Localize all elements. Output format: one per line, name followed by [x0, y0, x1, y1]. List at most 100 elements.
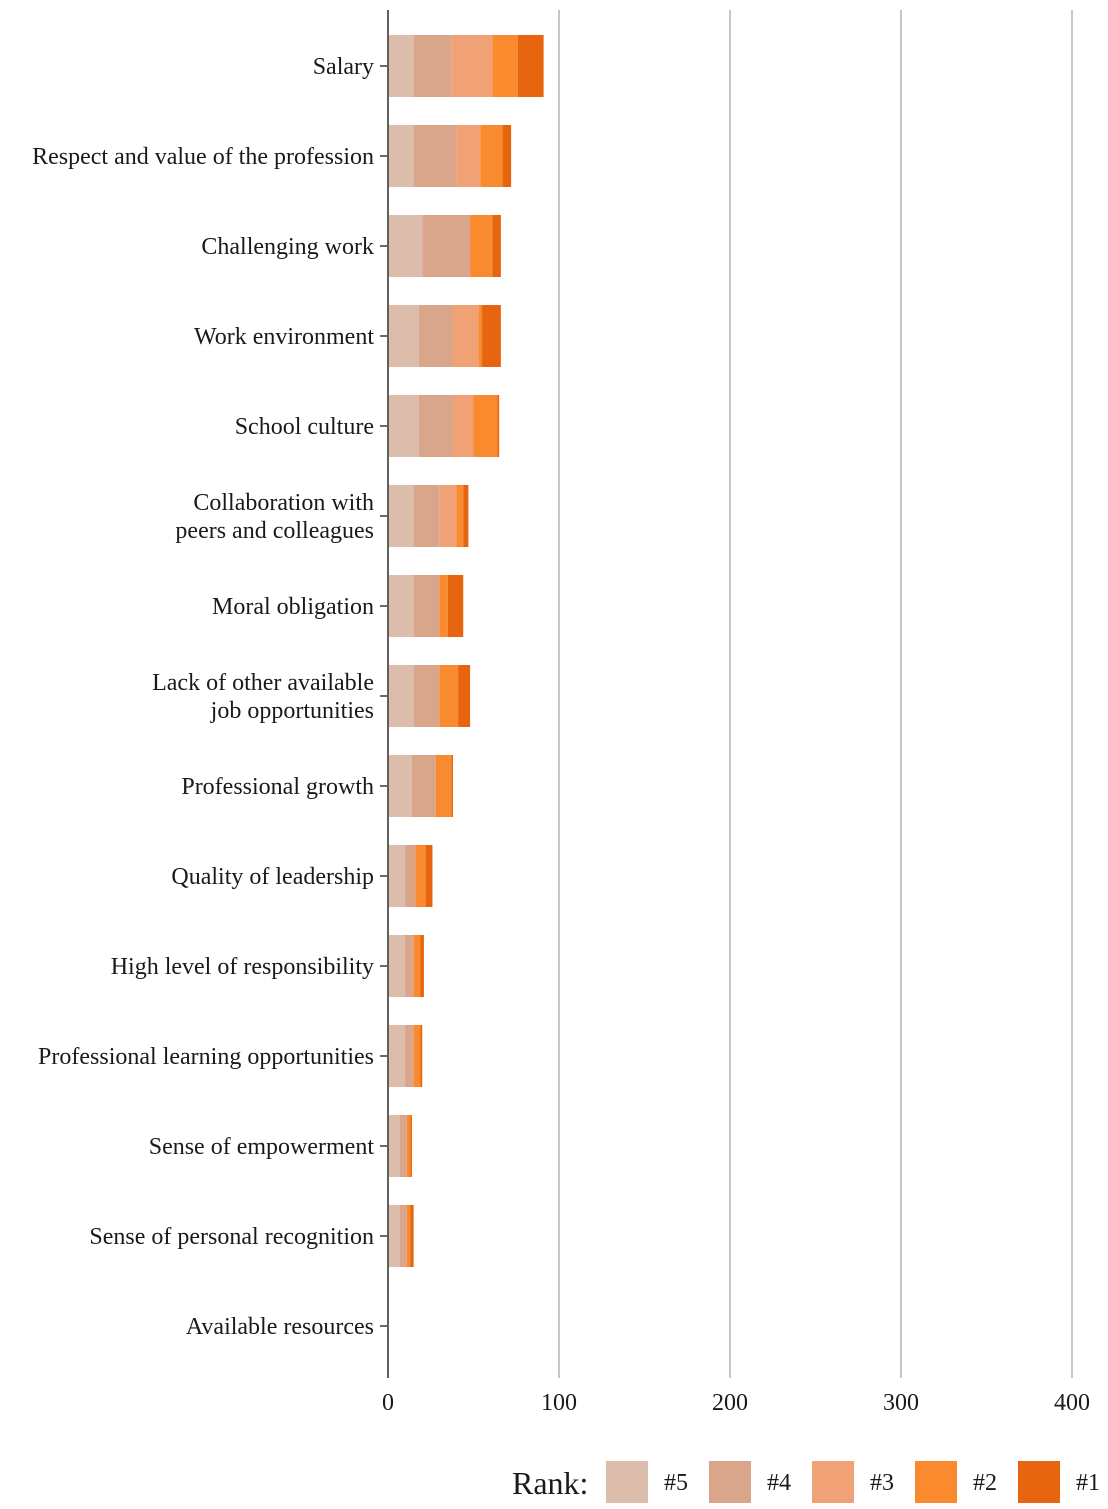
- bar-segment-rank-5: [388, 395, 419, 457]
- bar-segment-rank-1: [458, 665, 471, 727]
- category-label-line: peers and colleagues: [175, 518, 374, 544]
- bar-segment-rank-3: [439, 485, 457, 547]
- category-label: High level of responsibility: [111, 954, 374, 980]
- category-label: Work environment: [194, 324, 374, 350]
- x-tick-label: 200: [712, 1390, 748, 1416]
- bar-segment-rank-1: [502, 125, 512, 187]
- bar-segment-rank-5: [388, 485, 414, 547]
- category-label: Collaboration with peers and colleagues: [175, 490, 374, 544]
- legend: Rank: #5 #4 #3 #2 #1: [512, 1461, 1100, 1503]
- bar-segment-rank-2: [406, 1115, 411, 1177]
- category-label-line: job opportunities: [210, 698, 374, 724]
- bar-segment-rank-5: [388, 305, 419, 367]
- category-label: Moral obligation: [212, 594, 374, 620]
- bar-segment-rank-5: [388, 35, 414, 97]
- bar-segment-rank-4: [422, 215, 471, 277]
- bar-segment-rank-4: [405, 1025, 414, 1087]
- bar-segment-rank-2: [473, 395, 498, 457]
- legend-swatch: [812, 1461, 854, 1503]
- bar-segment-rank-2: [435, 755, 452, 817]
- category-label: Available resources: [186, 1314, 374, 1340]
- category-label: Professional growth: [181, 774, 374, 800]
- bar-segment-rank-2: [439, 575, 448, 637]
- bar-segment-rank-1: [420, 1025, 423, 1087]
- bar-segment-rank-4: [399, 1205, 407, 1267]
- category-label: Respect and value of the profession: [32, 144, 374, 170]
- category-label: Professional learning opportunities: [38, 1044, 374, 1070]
- legend-label: #3: [870, 1470, 894, 1496]
- bar-segment-rank-4: [413, 35, 452, 97]
- category-label-line: Lack of other available: [152, 670, 374, 696]
- bar-segment-rank-2: [456, 485, 464, 547]
- bar-segment-rank-2: [470, 215, 493, 277]
- category-label: Salary: [313, 54, 374, 80]
- bar-segment-rank-4: [405, 935, 414, 997]
- category-label: Sense of personal recognition: [89, 1224, 374, 1250]
- legend-label: #1: [1076, 1470, 1100, 1496]
- category-label: Challenging work: [201, 234, 374, 260]
- bar-segment-rank-5: [388, 1025, 406, 1087]
- bar-segment-rank-1: [451, 755, 453, 817]
- bar-segment-rank-3: [451, 35, 493, 97]
- bar-segment-rank-3: [456, 125, 481, 187]
- bar-segment-rank-1: [482, 305, 501, 367]
- bar-segment-rank-3: [452, 305, 479, 367]
- bar-segment-rank-5: [388, 845, 406, 907]
- bar-segment-rank-1: [420, 935, 424, 997]
- bar-segment-rank-2: [413, 935, 421, 997]
- bar-segment-rank-1: [425, 845, 433, 907]
- bar-segment-rank-1: [447, 575, 464, 637]
- bar-segment-rank-4: [413, 665, 440, 727]
- x-tick-label: 300: [883, 1390, 919, 1416]
- bar-segment-rank-5: [388, 935, 406, 997]
- bar-segment-rank-1: [410, 1205, 414, 1267]
- bar-segment-rank-5: [388, 1205, 400, 1267]
- bar-segment-rank-1: [497, 395, 500, 457]
- bar-segment-rank-2: [415, 845, 426, 907]
- bar-segment-rank-3: [452, 395, 474, 457]
- bar-segment-rank-4: [413, 485, 440, 547]
- bar-segment-rank-4: [405, 845, 416, 907]
- bar-segment-rank-4: [413, 125, 457, 187]
- category-label: Quality of leadership: [171, 864, 374, 890]
- category-label: Lack of other available job opportunities: [152, 670, 374, 724]
- bar-segment-rank-2: [478, 305, 483, 367]
- bar-segment-rank-1: [463, 485, 469, 547]
- category-label: School culture: [235, 414, 374, 440]
- bar-segment-rank-1: [492, 215, 501, 277]
- x-tick-label: 400: [1054, 1390, 1090, 1416]
- legend-label: #4: [767, 1470, 791, 1496]
- category-label: Sense of empowerment: [149, 1134, 375, 1160]
- bar-segment-rank-5: [388, 665, 414, 727]
- bar-layer: [388, 35, 544, 1267]
- bar-segment-rank-4: [411, 755, 436, 817]
- bar-segment-rank-2: [492, 35, 518, 97]
- x-tick-label: 100: [541, 1390, 577, 1416]
- bar-segment-rank-4: [418, 395, 453, 457]
- legend-label: #5: [664, 1470, 688, 1496]
- bar-segment-rank-2: [480, 125, 503, 187]
- bar-segment-rank-1: [410, 1115, 412, 1177]
- category-label-line: Collaboration with: [193, 490, 374, 516]
- legend-swatch: [606, 1461, 648, 1503]
- axis-layer: 0 100 200 300 400 Salary Respect and value of …: [32, 10, 1090, 1416]
- bar-segment-rank-4: [413, 575, 440, 637]
- bar-segment-rank-5: [388, 755, 412, 817]
- bar-segment-rank-2: [413, 1025, 421, 1087]
- bar-segment-rank-1: [517, 35, 544, 97]
- legend-label: #2: [973, 1470, 997, 1496]
- bar-segment-rank-4: [418, 305, 453, 367]
- bar-segment-rank-2: [406, 1205, 411, 1267]
- bar-segment-rank-5: [388, 125, 414, 187]
- bar-segment-rank-5: [388, 1115, 400, 1177]
- legend-title: Rank:: [512, 1465, 588, 1501]
- legend-swatch: [1018, 1461, 1060, 1503]
- legend-swatch: [915, 1461, 957, 1503]
- bar-segment-rank-5: [388, 575, 414, 637]
- x-tick-label: 0: [382, 1390, 394, 1416]
- bar-segment-rank-5: [388, 215, 423, 277]
- bar-segment-rank-4: [399, 1115, 407, 1177]
- bar-segment-rank-2: [439, 665, 459, 727]
